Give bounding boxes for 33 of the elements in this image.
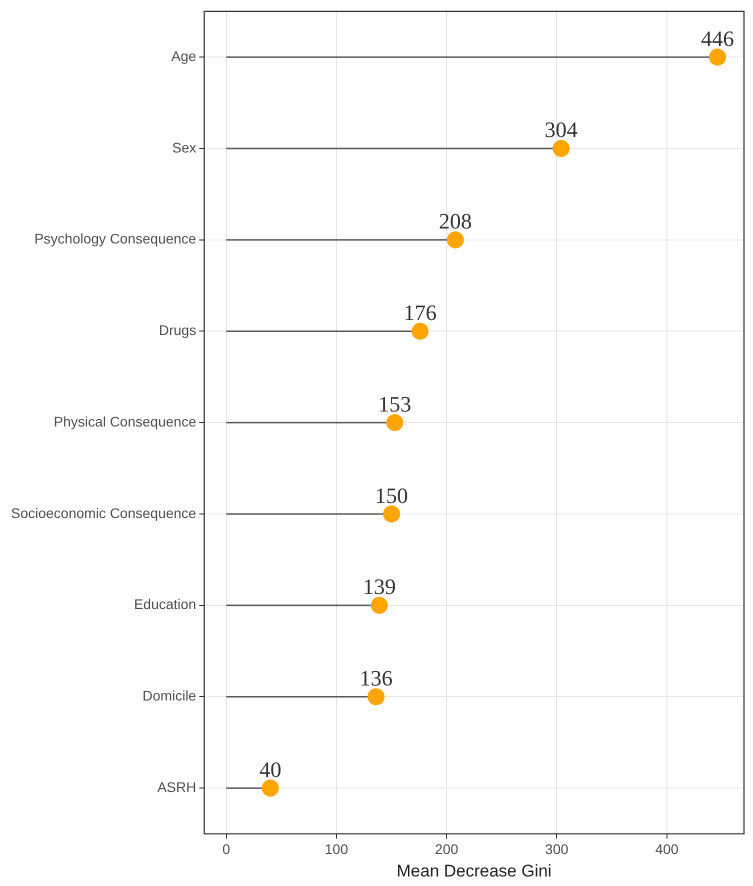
x-tick-label: 300: [545, 841, 569, 858]
y-tick-label: Physical Consequence: [54, 413, 196, 430]
point: [552, 140, 570, 157]
y-tick-label: Sex: [172, 139, 196, 156]
data-label: 139: [362, 574, 396, 600]
point: [262, 780, 279, 797]
point: [446, 231, 464, 248]
x-axis-title: Mean Decrease Gini: [396, 861, 552, 880]
data-label: 446: [701, 26, 734, 51]
y-tick-label: ASRH: [157, 778, 196, 795]
y-tick-label: Age: [171, 48, 196, 64]
data-label: 40: [259, 756, 282, 782]
point: [386, 414, 404, 432]
y-tick-label: Drugs: [158, 322, 196, 338]
data-label: 304: [544, 117, 578, 142]
x-tick-label: 100: [324, 841, 348, 858]
point: [382, 505, 400, 522]
data-label: 136: [360, 666, 393, 691]
point: [412, 322, 429, 340]
x-tick-label: 400: [655, 841, 679, 858]
y-tick-label: Socioeconomic Consequence: [10, 504, 196, 521]
x-tick-label: 0: [222, 841, 230, 858]
x-tick-label: 200: [434, 841, 458, 858]
point: [368, 688, 385, 706]
y-tick-label: Domicile: [142, 688, 196, 704]
point: [370, 596, 388, 614]
data-label: 208: [438, 208, 472, 234]
y-tick-label: Psychology Consequence: [34, 230, 196, 247]
y-tick-label: Education: [134, 596, 196, 612]
data-label: 150: [374, 482, 408, 508]
point: [709, 48, 726, 66]
data-label: 153: [378, 391, 412, 416]
data-label: 176: [404, 300, 437, 326]
